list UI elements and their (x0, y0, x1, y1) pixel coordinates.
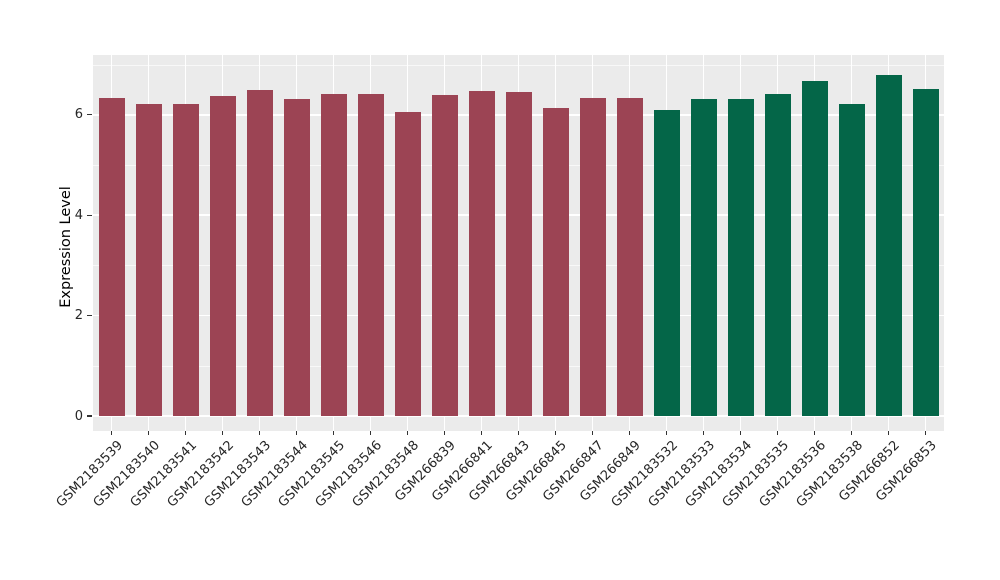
x-tick-mark (702, 431, 705, 435)
bar (283, 98, 310, 416)
x-tick-mark (184, 431, 187, 435)
x-tick-mark (147, 431, 150, 435)
minor-gridline (93, 64, 944, 66)
bar (579, 97, 606, 416)
bar (320, 94, 347, 416)
x-tick-mark (110, 431, 113, 435)
x-tick-mark (850, 431, 853, 435)
x-tick-mark (221, 431, 224, 435)
x-tick-mark (665, 431, 668, 435)
x-tick-mark (739, 431, 742, 435)
bar (505, 92, 532, 416)
x-tick-mark (591, 431, 594, 435)
bar (801, 81, 828, 416)
bar (209, 96, 236, 416)
y-tick-label: 0 (74, 408, 83, 424)
bar (98, 98, 125, 416)
y-tick-label: 2 (74, 308, 83, 324)
y-tick-mark (87, 114, 92, 116)
x-tick-mark (517, 431, 520, 435)
bar (838, 103, 865, 416)
bar (875, 74, 902, 416)
bar (394, 112, 421, 416)
x-tick-mark (369, 431, 372, 435)
bar (616, 97, 643, 416)
x-tick-mark (443, 431, 446, 435)
x-tick-mark (813, 431, 816, 435)
bar (690, 98, 717, 416)
bar (764, 94, 791, 416)
y-tick-mark (87, 214, 92, 216)
bar (912, 89, 939, 416)
y-axis-title: Expression Level (58, 186, 74, 308)
x-tick-mark (258, 431, 261, 435)
plot-panel (93, 55, 944, 431)
x-tick-mark (554, 431, 557, 435)
x-tick-mark (924, 431, 927, 435)
y-tick-label: 6 (74, 107, 83, 123)
y-tick-mark (87, 314, 92, 317)
x-tick-mark (295, 431, 298, 435)
bar (431, 94, 458, 416)
major-gridline (93, 415, 944, 417)
bar (246, 89, 273, 416)
bar (653, 109, 680, 416)
x-tick-mark (776, 431, 779, 435)
bar (135, 103, 162, 416)
x-tick-mark (332, 431, 335, 435)
x-tick-mark (480, 431, 483, 435)
bar (542, 108, 569, 416)
x-tick-mark (406, 431, 409, 435)
x-tick-mark (628, 431, 631, 435)
bar (357, 93, 384, 416)
y-tick-mark (87, 415, 92, 417)
bar (468, 91, 495, 416)
bar (727, 99, 754, 416)
bar (172, 103, 199, 416)
x-tick-mark (887, 431, 890, 435)
y-tick-label: 4 (74, 207, 83, 223)
